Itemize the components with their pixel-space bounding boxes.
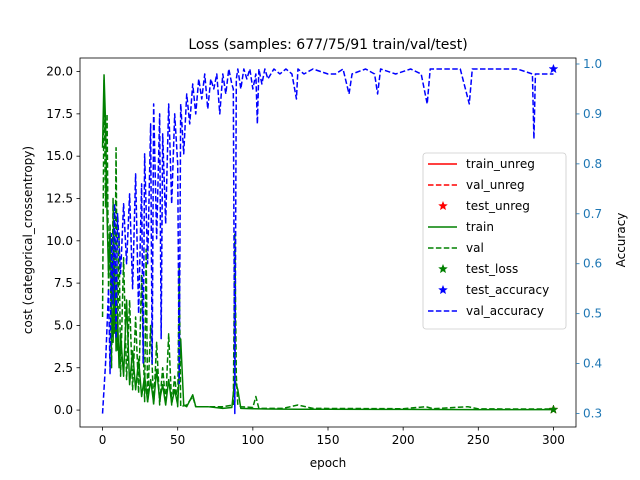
legend-marker xyxy=(438,263,448,274)
y-tick-label: 17.5 xyxy=(46,107,73,121)
y-tick-label: 5.0 xyxy=(54,318,73,332)
legend-label: test_unreg xyxy=(466,199,530,213)
y-tick-label: 15.0 xyxy=(46,149,73,163)
y2-tick-label: 0.9 xyxy=(583,107,602,121)
y-tick-label: 20.0 xyxy=(46,65,73,79)
y2-tick-label: 0.3 xyxy=(583,407,602,421)
x-tick-label: 300 xyxy=(542,433,565,447)
legend-item-test-loss: test_loss xyxy=(438,262,518,276)
legend-label: val xyxy=(466,241,484,255)
legend-label: test_loss xyxy=(466,262,518,276)
y2-tick-label: 0.7 xyxy=(583,207,602,221)
series-line-val xyxy=(101,79,554,410)
x-tick-label: 0 xyxy=(99,433,107,447)
legend-label: val_unreg xyxy=(466,178,525,192)
y-tick-label: 2.5 xyxy=(54,361,73,375)
y2-axis-label: Accuracy xyxy=(614,213,628,268)
y2-tick-label: 1.0 xyxy=(583,57,602,71)
legend-item-test-accuracy: test_accuracy xyxy=(438,283,549,297)
x-tick-label: 250 xyxy=(467,433,490,447)
y2-tick-label: 0.8 xyxy=(583,157,602,171)
y-tick-label: 7.5 xyxy=(54,276,73,290)
x-tick-label: 200 xyxy=(392,433,415,447)
y2-tick-label: 0.4 xyxy=(583,357,602,371)
legend-item-val-unreg: val_unreg xyxy=(428,178,525,192)
legend-item-val-accuracy: val_accuracy xyxy=(428,304,544,318)
legend-item-test-unreg: test_unreg xyxy=(438,199,530,213)
marker-test-accuracy xyxy=(548,63,559,74)
y-tick-label: 10.0 xyxy=(46,234,73,248)
legend-item-val: val xyxy=(428,241,484,255)
legend-label: train_unreg xyxy=(466,157,535,171)
x-tick-label: 100 xyxy=(241,433,264,447)
legend-item-train-unreg: train_unreg xyxy=(428,157,535,171)
plot-area xyxy=(101,63,559,415)
legend-marker xyxy=(438,200,448,211)
legend-label: train xyxy=(466,220,494,234)
series-group xyxy=(101,63,559,415)
x-tick-label: 150 xyxy=(317,433,340,447)
x-axis-label: epoch xyxy=(310,456,347,470)
legend-marker xyxy=(438,284,448,295)
y2-tick-label: 0.5 xyxy=(583,307,602,321)
x-tick-label: 50 xyxy=(170,433,185,447)
legend-label: test_accuracy xyxy=(466,283,549,297)
axes: 0 50 100 150 200 250 300 0.0 2.5 5.0 7.5 10.0 12.5 15… xyxy=(46,57,602,447)
y-tick-label: 12.5 xyxy=(46,191,73,205)
chart-title: Loss (samples: 677/75/91 train/val/test) xyxy=(188,37,467,53)
legend-item-train: train xyxy=(428,220,494,234)
legend-label: val_accuracy xyxy=(466,304,544,318)
y2-tick-label: 0.6 xyxy=(583,257,602,271)
marker-test-loss xyxy=(548,404,559,414)
legend-box xyxy=(422,152,567,330)
y-tick-label: 0.0 xyxy=(54,403,73,417)
y-axis-label: cost (categorical_crossentropy) xyxy=(21,146,35,334)
series-line-val-accuracy xyxy=(101,68,554,415)
